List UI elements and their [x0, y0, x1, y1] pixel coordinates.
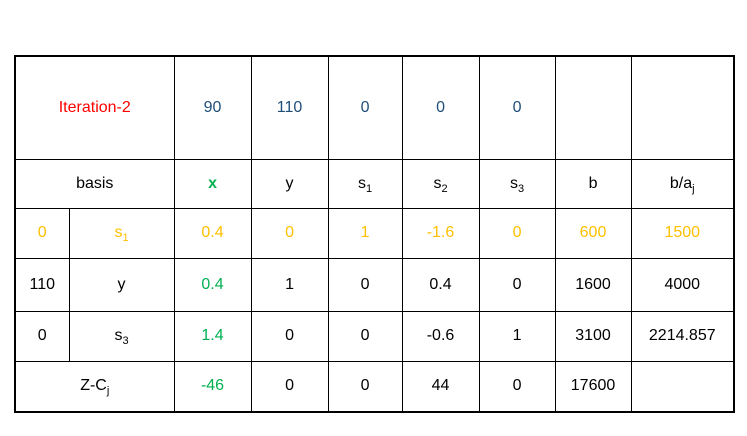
- iteration-label-cell: Iteration-2: [14, 55, 175, 160]
- basis-row-s3: 0 s3 1.4 0 0 -0.6 1 3100 2214.857: [14, 310, 735, 362]
- value-cell-x: 0.4: [173, 207, 252, 259]
- header-x-base: x: [208, 174, 217, 192]
- cj-baj-blank-cell: [630, 55, 735, 160]
- basis-header-cell: basis: [14, 158, 175, 209]
- objective-label-cell: Z-Cj: [14, 360, 175, 413]
- value-cell-b: 600: [554, 207, 632, 259]
- basis-variable-sub: 3: [122, 335, 129, 348]
- header-baj-base: b/a: [669, 174, 693, 192]
- header-row: basis x y s1 s2 s3 b b/aj: [14, 158, 735, 209]
- value-cell-y: 1: [250, 257, 329, 312]
- value-cell-s3: 1: [478, 310, 556, 362]
- basis-variable-sub: 1: [122, 232, 129, 245]
- header-y-base: y: [285, 174, 294, 192]
- zrow-cell-b: 17600: [554, 360, 632, 413]
- column-header-x: x: [173, 158, 252, 209]
- value-cell-b: 1600: [554, 257, 632, 312]
- objective-label-sub: j: [106, 385, 110, 398]
- header-s2-base: s: [433, 174, 442, 192]
- cj-s2-cell: 0: [401, 55, 480, 160]
- value-cell-x: 1.4: [173, 310, 252, 362]
- basis-row-s1: 0 s1 0.4 0 1 -1.6 0 600 1500: [14, 207, 735, 259]
- basis-variable-base: s: [114, 327, 123, 344]
- basis-variable-cell: s3: [68, 310, 175, 362]
- basis-variable-cell: y: [68, 257, 175, 312]
- value-cell-s1: 1: [327, 207, 403, 259]
- cb-value-cell: 110: [14, 257, 70, 312]
- objective-label-base: Z-C: [80, 377, 107, 395]
- cj-s1-cell: 0: [327, 55, 403, 160]
- value-cell-s2: -1.6: [401, 207, 480, 259]
- header-s2-sub: 2: [441, 182, 448, 195]
- ratio-cell: 2214.857: [630, 310, 735, 362]
- value-cell-s1: 0: [327, 310, 403, 362]
- column-header-s2: s2: [401, 158, 480, 209]
- column-header-baj: b/aj: [630, 158, 735, 209]
- column-header-s1: s1: [327, 158, 403, 209]
- header-b-base: b: [588, 174, 598, 192]
- header-s1-sub: 1: [365, 182, 373, 195]
- column-header-b: b: [554, 158, 632, 209]
- header-s3-sub: 3: [517, 182, 525, 195]
- basis-row-y: 110 y 0.4 1 0 0.4 0 1600 4000: [14, 257, 735, 312]
- cj-s3-cell: 0: [478, 55, 556, 160]
- value-cell-y: 0: [250, 207, 329, 259]
- value-cell-y: 0: [250, 310, 329, 362]
- cj-x-cell: 90: [173, 55, 252, 160]
- cj-y-cell: 110: [250, 55, 329, 160]
- value-cell-s2: 0.4: [401, 257, 480, 312]
- ratio-cell: 4000: [630, 257, 735, 312]
- value-cell-s3: 0: [478, 257, 556, 312]
- zrow-cell-s3: 0: [478, 360, 556, 413]
- cj-b-blank-cell: [554, 55, 632, 160]
- column-header-s3: s3: [478, 158, 556, 209]
- zrow-cell-s1: 0: [327, 360, 403, 413]
- basis-variable-cell: s1: [68, 207, 175, 259]
- value-cell-x: 0.4: [173, 257, 252, 312]
- zrow-cell-x: -46: [173, 360, 252, 413]
- basis-variable-base: y: [117, 275, 126, 293]
- header-s3-base: s: [509, 174, 518, 192]
- ratio-cell: 1500: [630, 207, 735, 259]
- zrow-ratio-blank-cell: [630, 360, 735, 413]
- value-cell-s3: 0: [478, 207, 556, 259]
- value-cell-s2: -0.6: [401, 310, 480, 362]
- cb-value-cell: 0: [14, 207, 70, 259]
- cb-value-cell: 0: [14, 310, 70, 362]
- basis-variable-base: s: [114, 224, 123, 241]
- column-header-y: y: [250, 158, 329, 209]
- iteration-row: Iteration-2 90 110 0 0 0: [14, 55, 735, 160]
- zrow-cell-y: 0: [250, 360, 329, 413]
- value-cell-b: 3100: [554, 310, 632, 362]
- header-baj-sub: j: [692, 182, 695, 195]
- header-s1-base: s: [357, 174, 366, 192]
- zrow-cell-s2: 44: [401, 360, 480, 413]
- zj-cj-row: Z-Cj -46 0 0 44 0 17600: [14, 360, 735, 413]
- simplex-tableau-table: Iteration-2 90 110 0 0 0 basis x y s1 s2: [14, 55, 736, 413]
- value-cell-s1: 0: [327, 257, 403, 312]
